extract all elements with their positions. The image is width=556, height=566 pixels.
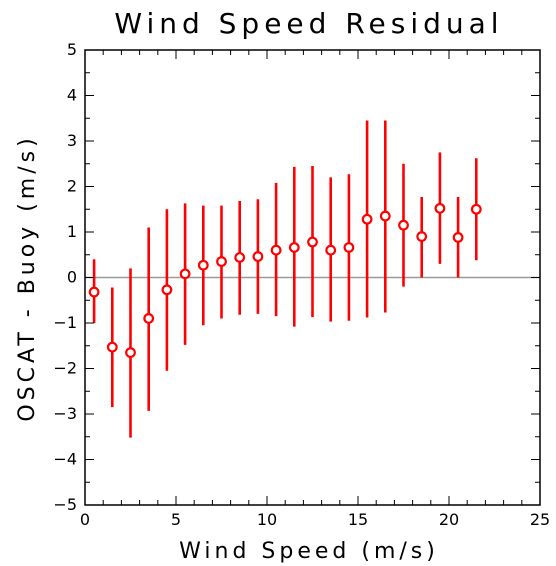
y-tick-label: −5 bbox=[53, 495, 77, 514]
x-tick-label: 25 bbox=[530, 510, 550, 529]
chart-title: Wind Speed Residual bbox=[114, 7, 503, 40]
x-tick-label: 20 bbox=[439, 510, 459, 529]
data-point bbox=[216, 256, 227, 267]
data-marks-layer bbox=[88, 120, 482, 438]
data-point bbox=[361, 213, 373, 225]
y-tick-label: −1 bbox=[53, 313, 77, 332]
data-point bbox=[379, 210, 391, 222]
y-tick-label: 3 bbox=[67, 131, 77, 150]
data-point bbox=[307, 236, 318, 248]
data-point bbox=[452, 232, 464, 243]
y-tick-label: −3 bbox=[53, 404, 77, 423]
data-point bbox=[325, 244, 337, 256]
y-tick-label: 2 bbox=[67, 177, 77, 196]
data-point bbox=[161, 284, 173, 296]
y-tick-label: −4 bbox=[53, 450, 77, 469]
y-tick-label: 1 bbox=[67, 222, 77, 241]
data-point bbox=[343, 242, 355, 253]
data-point bbox=[106, 341, 118, 353]
x-tick-label: 15 bbox=[348, 510, 368, 529]
data-point bbox=[270, 244, 282, 256]
y-tick-label: 0 bbox=[67, 268, 77, 287]
y-tick-label: 4 bbox=[67, 86, 77, 105]
data-point bbox=[197, 259, 209, 271]
data-point bbox=[398, 219, 409, 231]
data-point bbox=[234, 252, 246, 263]
data-point bbox=[288, 242, 300, 253]
axis-ticks-layer: 0 5 10 15 20 25 −5 −4 −3 −2 −1 0 1 2 3 4 5 bbox=[53, 40, 550, 529]
data-point bbox=[125, 347, 136, 358]
data-point bbox=[416, 231, 428, 242]
x-tick-label: 0 bbox=[80, 510, 90, 529]
y-axis-label: OSCAT - Buoy (m/s) bbox=[15, 134, 40, 421]
plot-frame bbox=[84, 49, 541, 506]
y-tick-label: 5 bbox=[67, 40, 77, 59]
data-point bbox=[434, 202, 446, 214]
data-point bbox=[252, 251, 264, 262]
y-tick-label: −2 bbox=[53, 359, 77, 378]
x-axis-label: Wind Speed (m/s) bbox=[179, 539, 439, 564]
data-point bbox=[143, 313, 155, 324]
data-point bbox=[470, 203, 482, 215]
x-tick-label: 5 bbox=[171, 510, 181, 529]
data-point bbox=[88, 286, 100, 298]
data-point bbox=[179, 268, 191, 280]
x-tick-label: 10 bbox=[257, 510, 277, 529]
